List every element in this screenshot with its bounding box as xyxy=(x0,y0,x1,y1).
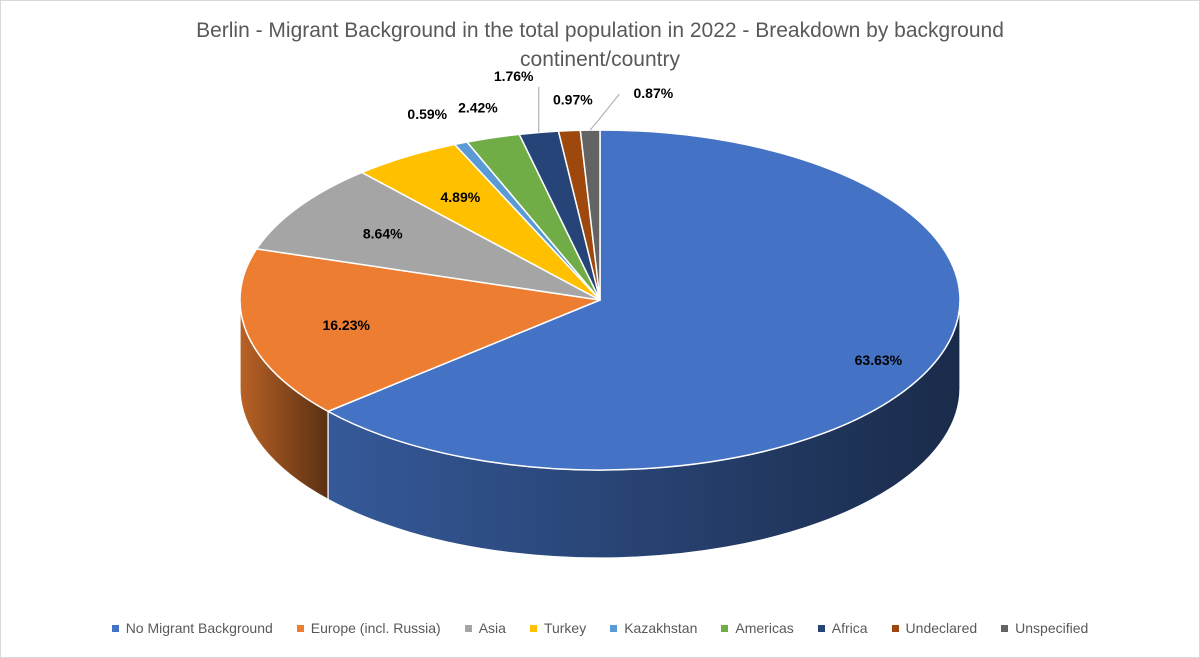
legend-item-africa: Africa xyxy=(817,620,868,636)
legend-swatch xyxy=(296,624,304,632)
data-label-africa: 1.76% xyxy=(494,68,534,84)
data-label-europe-incl-russia: 16.23% xyxy=(322,317,370,333)
pie-top xyxy=(239,129,961,471)
data-label-unspecified: 0.87% xyxy=(633,85,673,101)
legend-label: Asia xyxy=(478,620,506,636)
legend-label: Unspecified xyxy=(1015,620,1089,636)
legend-label: Africa xyxy=(831,620,868,636)
legend-item-kazakhstan: Kazakhstan xyxy=(610,620,697,636)
legend: No Migrant Background Europe (incl. Russi… xyxy=(0,620,1200,636)
legend-item-undeclared: Undeclared xyxy=(891,620,978,636)
legend-swatch xyxy=(891,624,899,632)
legend-swatch xyxy=(610,624,618,632)
chart-title: Berlin - Migrant Background in the total… xyxy=(196,19,1004,71)
legend-label: Turkey xyxy=(543,620,587,636)
legend-swatch xyxy=(111,624,119,632)
data-label-turkey: 4.89% xyxy=(441,189,481,205)
legend-item-asia: Asia xyxy=(464,620,506,636)
data-label-no-migrant-background: 63.63% xyxy=(855,352,903,368)
legend-label: Undeclared xyxy=(905,620,978,636)
data-label-asia: 8.64% xyxy=(363,225,403,241)
pie-slice-no-migrant-background xyxy=(327,129,961,471)
legend-item-no-migrant-background: No Migrant Background xyxy=(111,620,273,636)
legend-swatch xyxy=(1001,624,1009,632)
legend-label: Europe (incl. Russia) xyxy=(310,620,441,636)
legend-label: Kazakhstan xyxy=(624,620,698,636)
data-label-americas: 2.42% xyxy=(458,100,498,116)
legend-label: No Migrant Background xyxy=(125,620,273,636)
data-label-undeclared: 0.97% xyxy=(553,92,593,108)
legend-item-unspecified: Unspecified xyxy=(1001,620,1088,636)
legend-swatch xyxy=(817,624,825,632)
legend-item-americas: Americas xyxy=(721,620,794,636)
legend-swatch xyxy=(721,624,729,632)
legend-label: Americas xyxy=(735,620,794,636)
legend-item-turkey: Turkey xyxy=(529,620,587,636)
pie-slice-europe-incl-russia xyxy=(239,248,601,413)
legend-item-europe-incl-russia: Europe (incl. Russia) xyxy=(296,620,441,636)
pie-slice-asia xyxy=(255,171,601,301)
data-label-kazakhstan: 0.59% xyxy=(407,106,447,122)
leader-line-unspecified xyxy=(589,93,620,131)
legend-swatch xyxy=(464,624,472,632)
legend-swatch xyxy=(529,624,537,632)
data-labels: 63.63% 16.23% 8.64% 4.89% 0.59% 2.42% 1.76% 0.9… xyxy=(322,68,902,368)
